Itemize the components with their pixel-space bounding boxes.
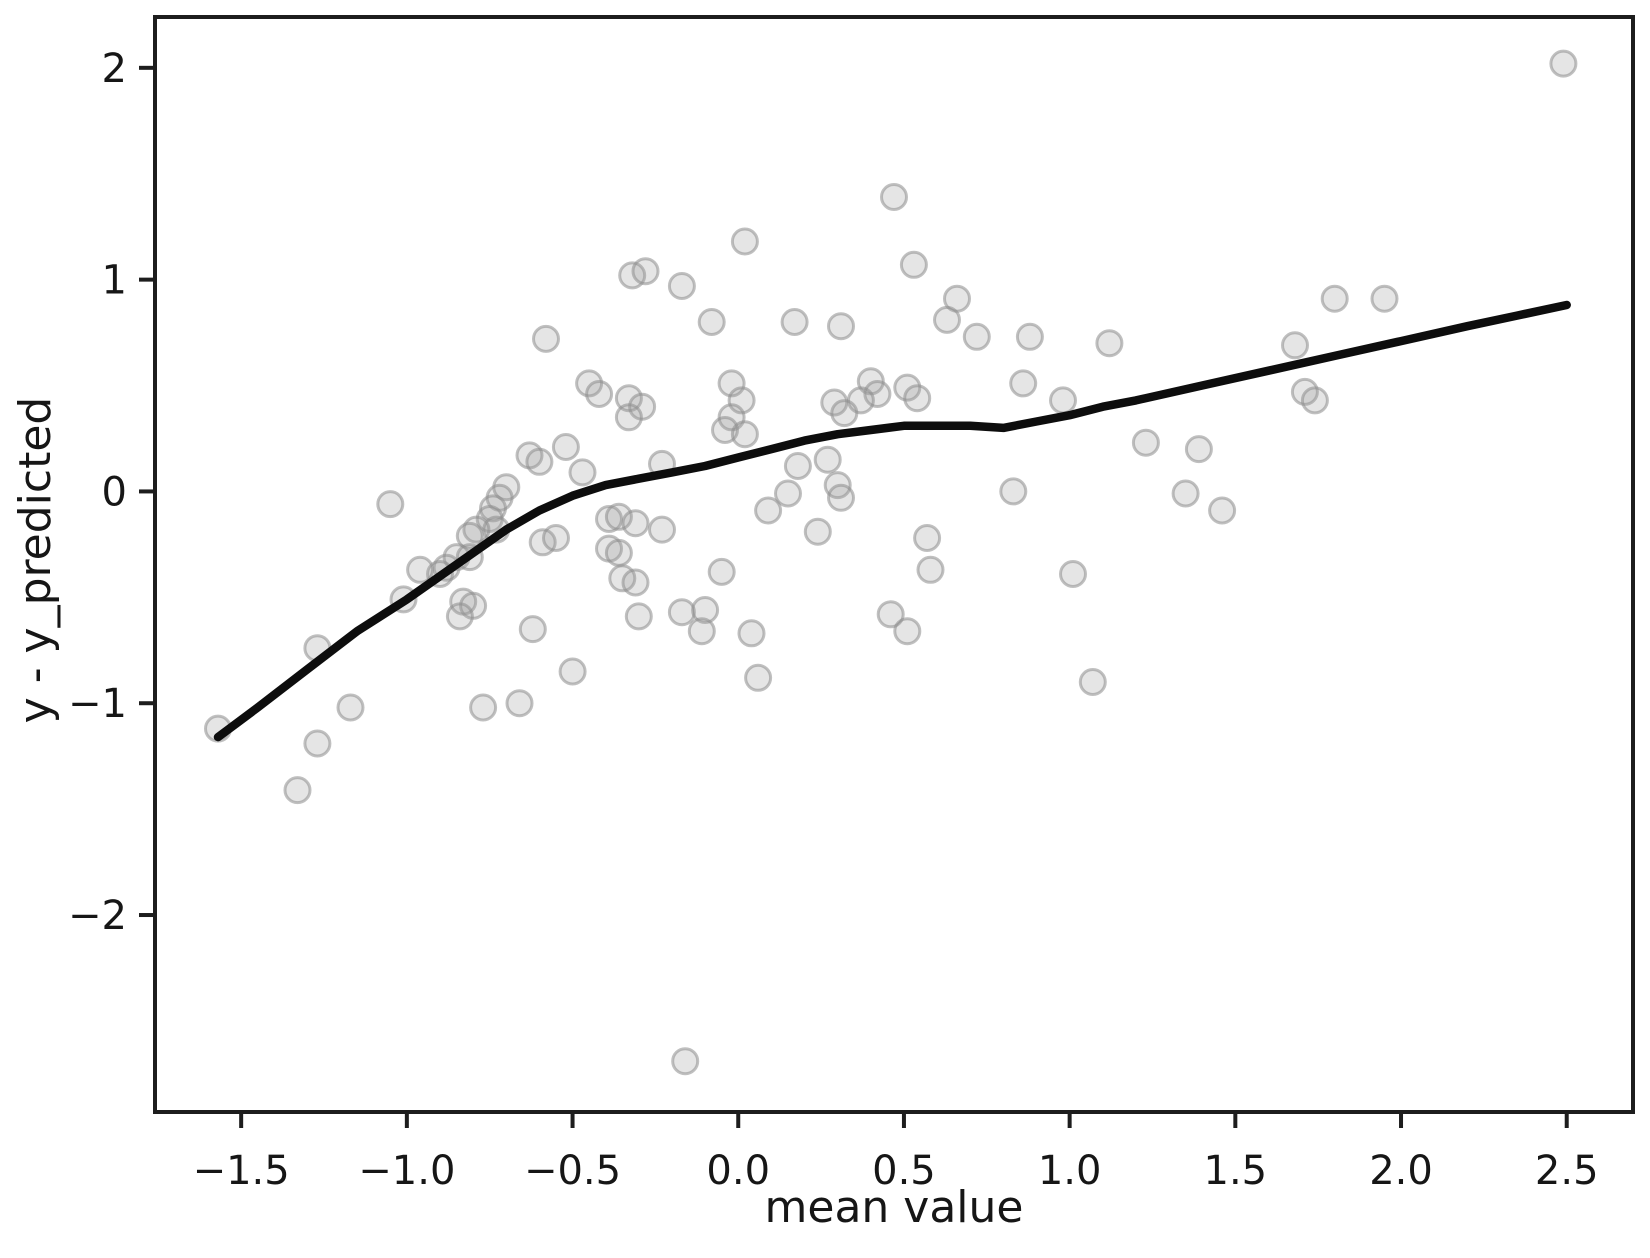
trend-line — [213, 300, 1571, 742]
scatter-point — [707, 557, 736, 586]
scatter-point — [774, 479, 802, 508]
scatter-point — [830, 399, 859, 428]
x-tick-label: 2.5 — [1535, 1148, 1599, 1194]
scatter-point — [469, 693, 498, 722]
scatter-point — [336, 693, 365, 722]
y-axis-label: y - y_predicted — [10, 396, 61, 724]
scatter-point — [621, 568, 650, 597]
scatter-point — [532, 324, 560, 353]
scatter-point — [631, 257, 660, 286]
x-axis-label: mean value — [764, 1182, 1024, 1233]
scatter-point — [737, 619, 766, 648]
scatter-point — [880, 183, 908, 211]
scatter-point — [558, 657, 587, 686]
scatter-point — [604, 538, 633, 567]
scatter-point — [621, 509, 650, 538]
scatter-point — [916, 555, 945, 584]
scatter-point — [687, 617, 716, 646]
scatter-point — [813, 445, 842, 474]
y-tick-label: 0 — [102, 469, 127, 515]
scatter-point — [585, 380, 614, 408]
scatter-point — [455, 521, 484, 550]
scatter-point — [827, 483, 855, 512]
plot-border — [153, 15, 1635, 1114]
scatter-point — [1549, 49, 1578, 78]
scatter-point — [893, 373, 922, 402]
scatter-point — [1015, 322, 1044, 351]
scatter-point — [518, 615, 547, 644]
x-tick-label: −1.0 — [358, 1148, 455, 1194]
scatter-point — [697, 308, 726, 336]
scatter-point — [595, 505, 623, 533]
scatter-point — [671, 1047, 700, 1076]
scatter-point — [933, 305, 961, 334]
scatter-point — [730, 227, 759, 256]
scatter-point — [899, 250, 928, 279]
scatter-point — [803, 517, 832, 546]
scatter-point — [575, 369, 604, 398]
scatter-point — [648, 515, 676, 544]
scatter-point — [667, 598, 696, 627]
scatter-point — [1049, 386, 1077, 415]
scatter-point — [754, 496, 783, 525]
scatter-point — [1300, 386, 1329, 415]
scatter-point — [783, 452, 812, 480]
scatter-point — [893, 617, 922, 646]
scatter-point — [903, 384, 932, 413]
scatter-point — [1320, 284, 1349, 313]
scatter-point — [1208, 496, 1237, 525]
scatter-point — [827, 312, 855, 341]
scatter-point — [863, 380, 892, 408]
scatter-point — [1009, 369, 1038, 398]
x-tick-label: 2.0 — [1369, 1148, 1433, 1194]
x-tick-label: −0.5 — [524, 1148, 621, 1194]
scatter-point — [604, 502, 633, 531]
scatter-point — [445, 602, 474, 631]
y-tick-label: −2 — [68, 893, 127, 939]
scatter-point — [962, 322, 991, 351]
scatter-point — [624, 602, 653, 631]
x-tick-label: 1.0 — [1038, 1148, 1102, 1194]
scatter-point — [542, 524, 570, 552]
scatter-point — [376, 490, 405, 519]
scatter-point — [691, 596, 720, 624]
scatter-point — [1370, 284, 1399, 313]
scatter-point — [913, 524, 942, 552]
y-tick-label: 1 — [102, 258, 127, 304]
scatter-point — [1171, 479, 1200, 508]
scatter-point — [1095, 329, 1124, 358]
scatter-point — [551, 433, 580, 461]
scatter-point — [283, 776, 312, 805]
scatter-point — [1059, 560, 1087, 588]
scatter-point — [730, 420, 759, 449]
y-tick-label: 2 — [102, 46, 127, 92]
x-tick-label: 1.5 — [1204, 1148, 1268, 1194]
scatter-point — [820, 388, 849, 417]
scatter-point — [780, 308, 809, 336]
scatter-point — [525, 447, 554, 476]
scatter-point — [1131, 428, 1160, 457]
scatter-point — [406, 555, 435, 584]
scatter-point — [1078, 668, 1107, 696]
scatter-point — [568, 458, 597, 487]
scatter-point — [303, 729, 332, 758]
scatter-point — [1281, 331, 1309, 360]
scatter-point — [744, 663, 773, 692]
scatter-point — [614, 403, 643, 432]
y-tick-label: −1 — [68, 681, 127, 727]
scatter-point — [876, 600, 905, 629]
x-tick-label: −1.5 — [193, 1148, 290, 1194]
x-tick-label: 0.5 — [872, 1148, 936, 1194]
scatter-point — [1184, 435, 1213, 464]
x-tick-label: 0.0 — [706, 1148, 770, 1194]
scatter-point — [667, 272, 696, 300]
scatter-point — [505, 689, 534, 718]
scatter-point — [999, 477, 1028, 506]
